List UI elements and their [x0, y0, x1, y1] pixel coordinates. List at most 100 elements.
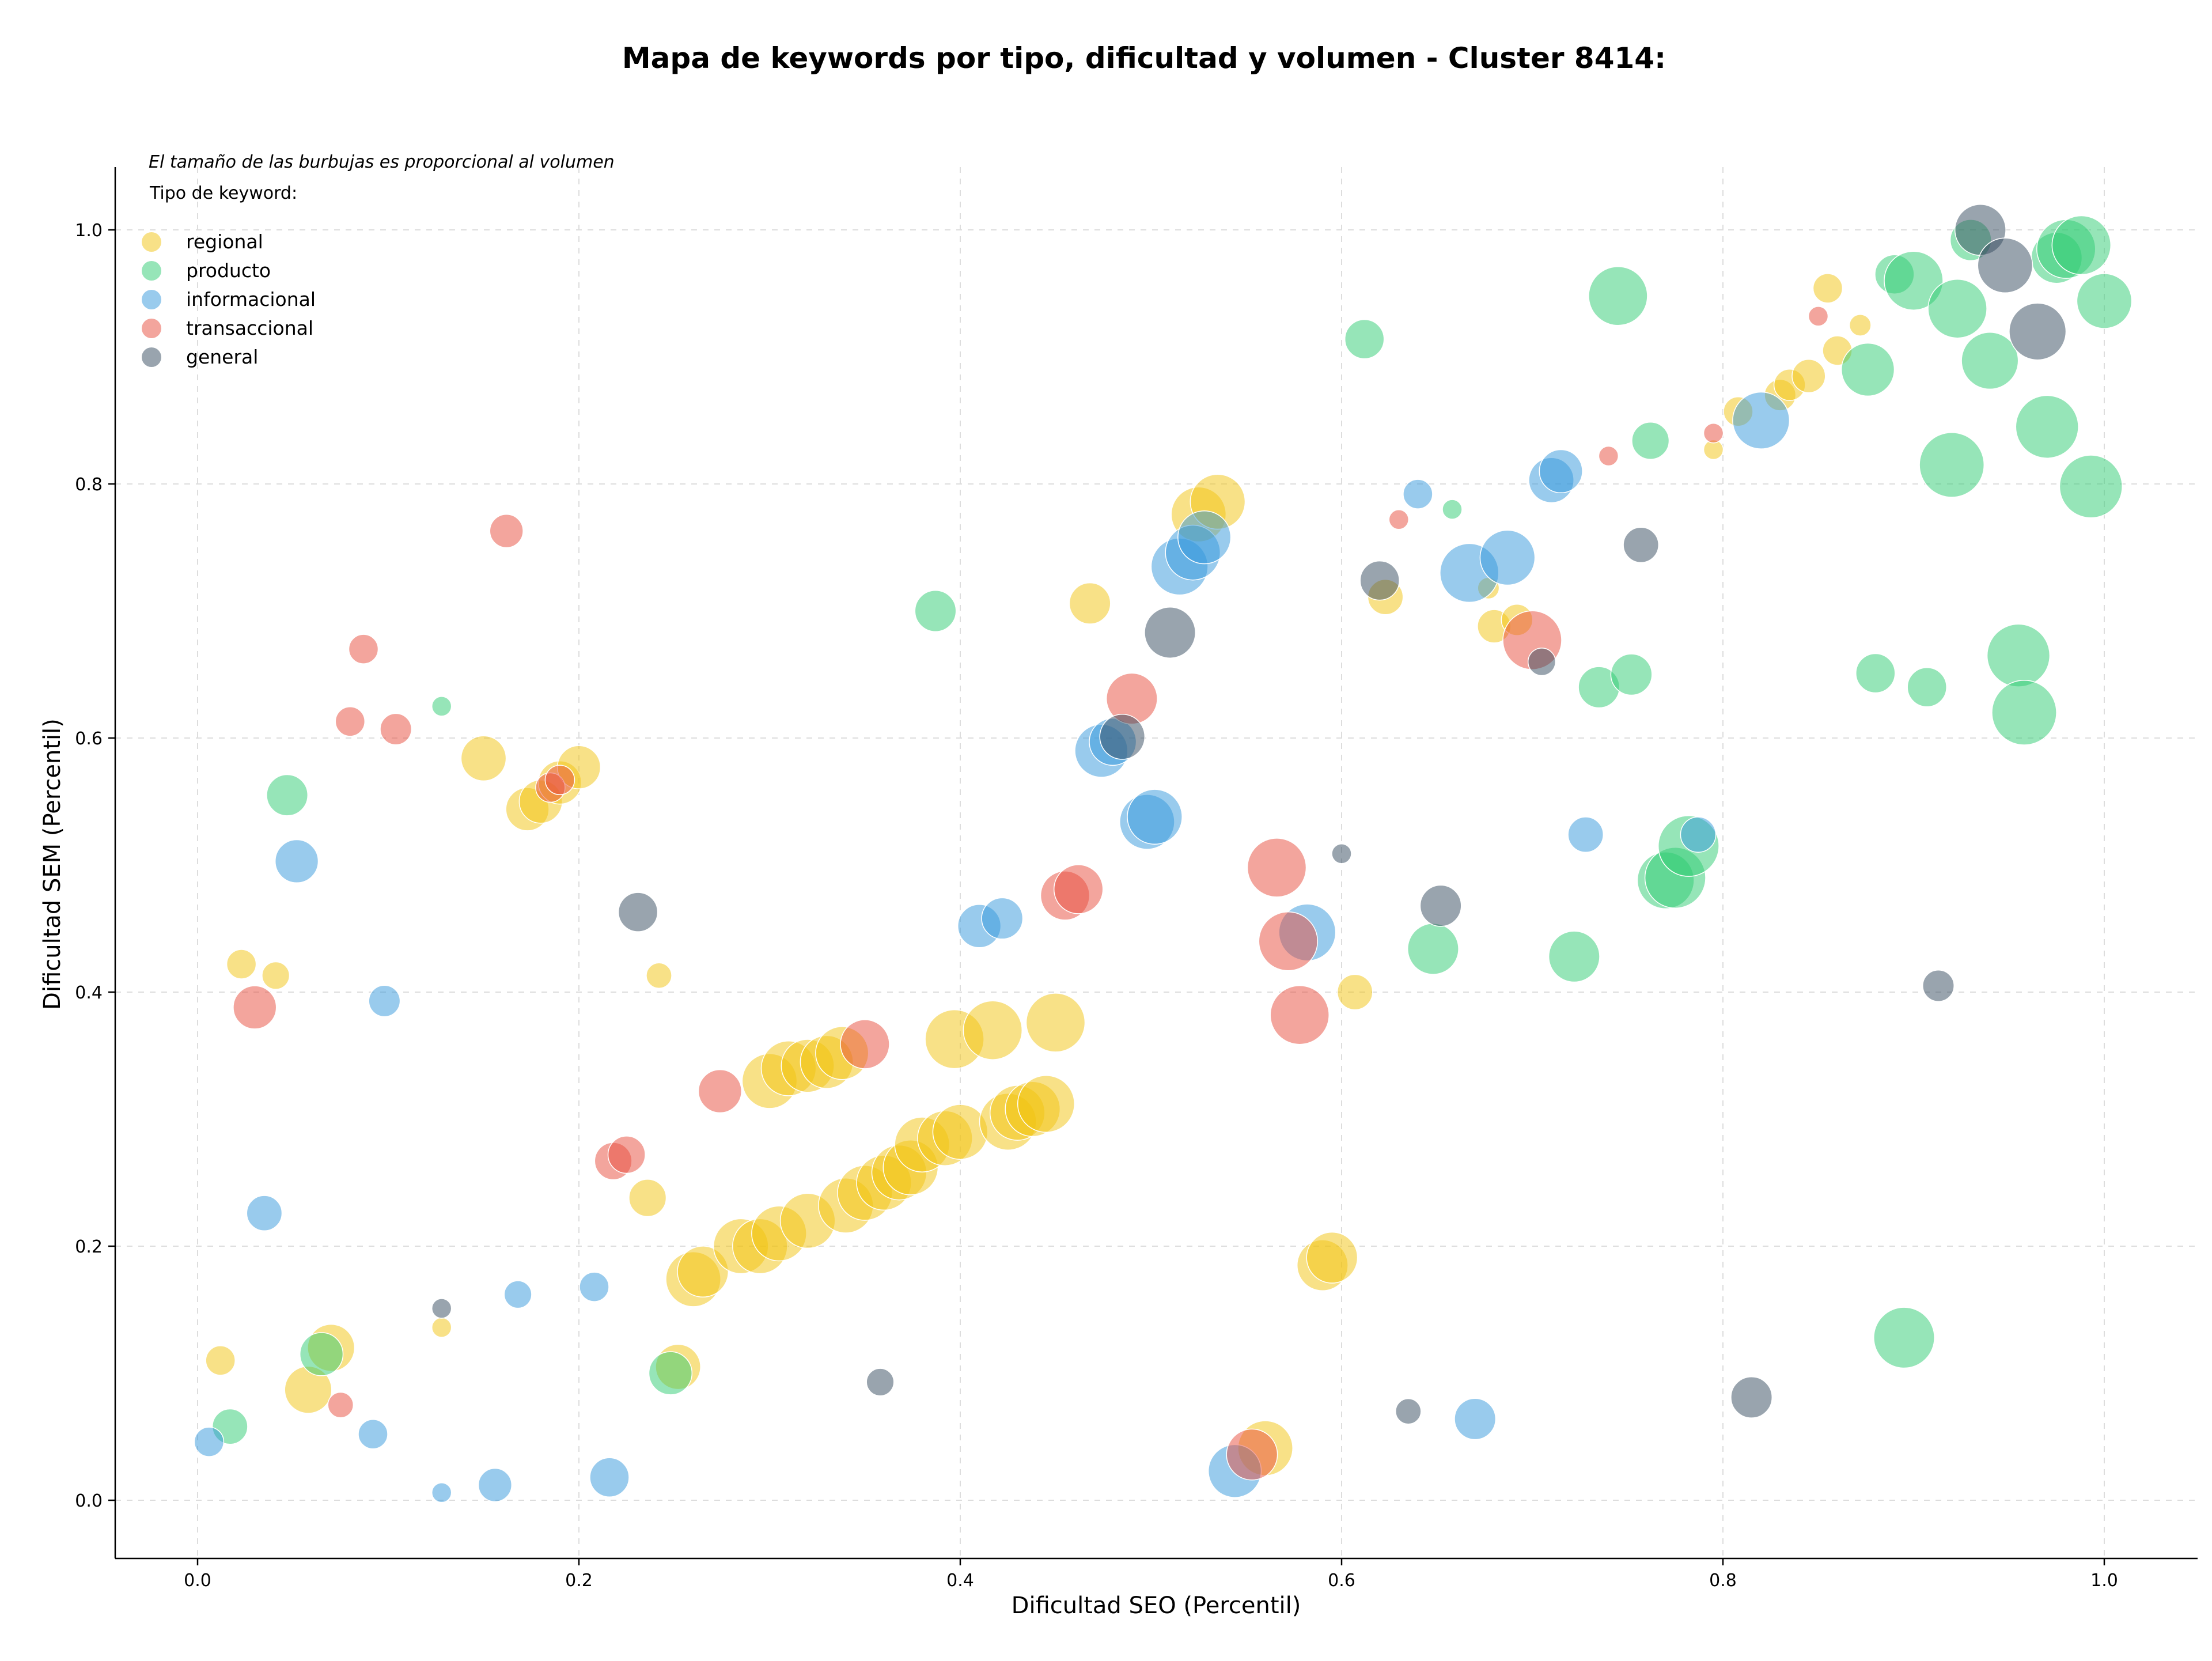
bubble-regional [262, 961, 290, 990]
bubble-producto [2015, 395, 2079, 459]
y-axis-ticks: 0.0 0.2 0.4 0.6 0.8 1.0 [75, 221, 115, 1511]
y-tick-label: 0.8 [75, 475, 103, 495]
y-axis-label: Dificultad SEM (Percentil) [39, 718, 66, 1010]
bubble-transaccional [489, 513, 524, 548]
bubble-informacional [358, 1419, 388, 1450]
bubble-regional [932, 1104, 988, 1160]
y-tick-label: 0.0 [75, 1491, 103, 1511]
bubble-producto [1610, 653, 1653, 696]
bubble-producto [1407, 923, 1459, 975]
bubble-producto [1442, 499, 1463, 520]
bubble-producto [299, 1332, 344, 1376]
bubble-general [2009, 302, 2067, 361]
bubble-regional [1306, 1231, 1358, 1284]
bubble-producto [914, 590, 957, 632]
bubble-producto [1631, 421, 1670, 460]
bubble-regional [205, 1345, 236, 1376]
bubble-producto [1855, 653, 1896, 694]
bubble-regional [628, 1179, 667, 1217]
bubble-general [1419, 884, 1462, 927]
bubble-producto [1884, 251, 1944, 311]
bubble-general [1977, 237, 2033, 294]
bubble-general [1730, 1376, 1773, 1418]
bubble-general [866, 1368, 895, 1397]
legend-marker-general [142, 347, 161, 367]
legend-label-regional: regional [186, 230, 263, 253]
bubble-regional [646, 962, 672, 989]
bubble-transaccional [1258, 911, 1319, 971]
bubble-informacional [194, 1427, 225, 1457]
bubble-producto [1344, 319, 1385, 360]
x-tick-label: 0.4 [946, 1571, 974, 1591]
bubble-transaccional [1226, 1428, 1278, 1481]
bubble-informacional [1403, 479, 1433, 509]
bubble-transaccional [1598, 445, 1619, 467]
bubble-informacional [274, 839, 319, 884]
bubble-transaccional [1270, 985, 1330, 1045]
legend-marker-producto [142, 261, 161, 281]
bubble-general [1359, 560, 1400, 601]
bubble-producto [1907, 667, 1947, 707]
bubble-regional [1025, 993, 1086, 1053]
x-tick-label: 0.8 [1709, 1571, 1737, 1591]
bubble-transaccional [233, 985, 277, 1030]
bubbles-layer [194, 204, 2133, 1503]
bubble-general [1331, 843, 1352, 864]
y-tick-label: 0.4 [75, 983, 103, 1003]
x-tick-label: 0.0 [184, 1571, 211, 1591]
bubble-size-note: El tamaño de las burbujas es proporciona… [149, 152, 615, 172]
bubble-general [1395, 1398, 1422, 1425]
bubble-informacional [1479, 529, 1536, 586]
series-producto [211, 215, 2133, 1445]
bubble-general [431, 1298, 452, 1319]
bubble-producto [1991, 680, 2057, 746]
bubble-transaccional [327, 1391, 354, 1418]
bubble-producto [2051, 215, 2112, 275]
y-tick-label: 0.2 [75, 1237, 103, 1257]
bubble-producto [1919, 432, 1985, 498]
bubble-regional [1791, 358, 1826, 394]
bubble-regional [226, 949, 257, 979]
bubble-informacional [981, 897, 1024, 940]
bubble-transaccional [607, 1136, 646, 1174]
bubble-producto [1588, 266, 1648, 326]
bubble-transaccional [1053, 864, 1104, 914]
bubble-informacional [1732, 391, 1790, 449]
bubble-general [1623, 527, 1660, 563]
bubble-transaccional [1388, 509, 1410, 530]
legend-title: Tipo de keyword: [149, 183, 297, 203]
bubble-transaccional [380, 713, 412, 746]
bubble-producto [1927, 278, 1987, 339]
bubble-regional [1069, 582, 1111, 625]
y-tick-label: 0.6 [75, 729, 103, 749]
bubble-regional [431, 1317, 452, 1338]
x-tick-label: 1.0 [2090, 1571, 2118, 1591]
bubble-producto [2059, 455, 2123, 519]
bubble-producto [2076, 273, 2133, 329]
bubble-regional [963, 1000, 1023, 1060]
bubble-producto [431, 696, 452, 717]
bubble-regional [677, 1246, 729, 1298]
bubble-producto [1961, 332, 2019, 390]
bubble-informacional [431, 1482, 452, 1503]
bubble-general [1922, 970, 1955, 1002]
x-tick-label: 0.6 [1328, 1571, 1355, 1591]
bubble-producto [1986, 623, 2051, 687]
series-general [431, 204, 2067, 1425]
bubble-transaccional [1808, 306, 1829, 327]
x-tick-label: 0.2 [565, 1571, 593, 1591]
x-axis-label: Dificultad SEO (Percentil) [1012, 1592, 1301, 1619]
bubble-producto [266, 774, 309, 816]
bubble-informacional [1539, 449, 1583, 494]
bubble-general [618, 892, 658, 932]
bubble-regional [1812, 273, 1843, 304]
legend-marker-transaccional [142, 319, 161, 338]
bubble-informacional [478, 1467, 513, 1503]
legend-label-producto: producto [186, 259, 271, 282]
bubble-transaccional [544, 765, 575, 796]
legend-marker-informacional [142, 290, 161, 309]
x-axis-ticks: 0.0 0.2 0.4 0.6 0.8 1.0 [184, 1558, 2118, 1591]
grid-lines [115, 167, 2198, 1558]
legend-label-informacional: informacional [186, 288, 316, 311]
